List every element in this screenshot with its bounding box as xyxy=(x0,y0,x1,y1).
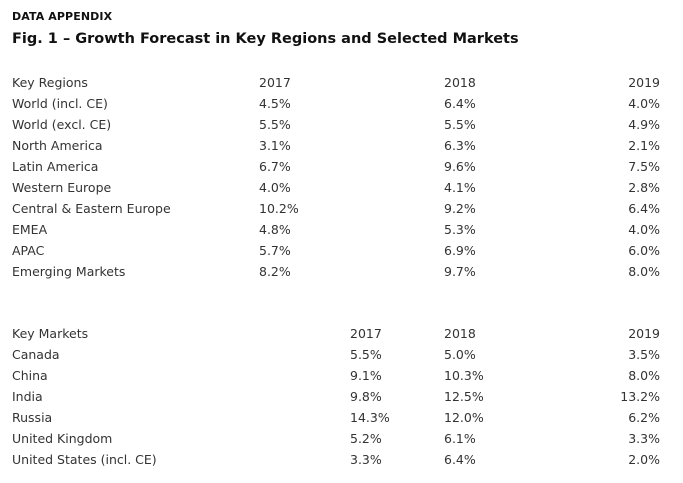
table-row: United States (incl. CE) 3.3% 6.4% 2.0% xyxy=(0,449,683,470)
value-2017: 4.0% xyxy=(259,180,291,195)
column-header-2018: 2018 xyxy=(444,326,476,341)
table-row: North America 3.1% 6.3% 2.1% xyxy=(0,135,683,156)
value-2018: 6.9% xyxy=(444,243,476,258)
market-label: India xyxy=(12,389,43,404)
value-2018: 5.3% xyxy=(444,222,476,237)
table-row: Canada 5.5% 5.0% 3.5% xyxy=(0,344,683,365)
key-markets-table: Key Markets 2017 2018 2019 Canada 5.5% 5… xyxy=(0,323,683,470)
column-header-2017: 2017 xyxy=(350,326,382,341)
region-label: World (incl. CE) xyxy=(12,96,108,111)
table-row: Central & Eastern Europe 10.2% 9.2% 6.4% xyxy=(0,198,683,219)
value-2018: 9.2% xyxy=(444,201,476,216)
value-2019: 2.8% xyxy=(628,180,660,195)
value-2019: 6.4% xyxy=(628,201,660,216)
value-2018: 6.4% xyxy=(444,452,476,467)
value-2017: 9.8% xyxy=(350,389,382,404)
value-2018: 12.0% xyxy=(444,410,484,425)
value-2017: 9.1% xyxy=(350,368,382,383)
value-2017: 5.2% xyxy=(350,431,382,446)
value-2019: 8.0% xyxy=(628,368,660,383)
table-row: India 9.8% 12.5% 13.2% xyxy=(0,386,683,407)
value-2017: 8.2% xyxy=(259,264,291,279)
table-row: APAC 5.7% 6.9% 6.0% xyxy=(0,240,683,261)
table-row: World (incl. CE) 4.5% 6.4% 4.0% xyxy=(0,93,683,114)
value-2017: 6.7% xyxy=(259,159,291,174)
value-2017: 4.5% xyxy=(259,96,291,111)
value-2019: 7.5% xyxy=(628,159,660,174)
value-2017: 3.3% xyxy=(350,452,382,467)
value-2018: 5.0% xyxy=(444,347,476,362)
value-2017: 4.8% xyxy=(259,222,291,237)
table-row: World (excl. CE) 5.5% 5.5% 4.9% xyxy=(0,114,683,135)
region-label: APAC xyxy=(12,243,45,258)
value-2017: 5.5% xyxy=(350,347,382,362)
market-label: China xyxy=(12,368,48,383)
table-row: EMEA 4.8% 5.3% 4.0% xyxy=(0,219,683,240)
data-appendix-label: DATA APPENDIX xyxy=(12,10,113,23)
value-2018: 4.1% xyxy=(444,180,476,195)
value-2018: 9.6% xyxy=(444,159,476,174)
value-2019: 3.3% xyxy=(628,431,660,446)
region-label: North America xyxy=(12,138,103,153)
value-2017: 10.2% xyxy=(259,201,299,216)
region-label: Central & Eastern Europe xyxy=(12,201,171,216)
value-2018: 6.1% xyxy=(444,431,476,446)
region-label: Western Europe xyxy=(12,180,112,195)
region-label: Latin America xyxy=(12,159,99,174)
table-header-row: Key Regions 2017 2018 2019 xyxy=(0,72,683,93)
value-2017: 14.3% xyxy=(350,410,390,425)
value-2018: 5.5% xyxy=(444,117,476,132)
market-label: United States (incl. CE) xyxy=(12,452,157,467)
market-label: Canada xyxy=(12,347,60,362)
column-header-2019: 2019 xyxy=(628,326,660,341)
table-row: Western Europe 4.0% 4.1% 2.8% xyxy=(0,177,683,198)
table-row: United Kingdom 5.2% 6.1% 3.3% xyxy=(0,428,683,449)
value-2017: 3.1% xyxy=(259,138,291,153)
value-2018: 10.3% xyxy=(444,368,484,383)
market-label: United Kingdom xyxy=(12,431,113,446)
value-2019: 13.2% xyxy=(620,389,660,404)
value-2019: 4.0% xyxy=(628,96,660,111)
table-header-row: Key Markets 2017 2018 2019 xyxy=(0,323,683,344)
table-row: China 9.1% 10.3% 8.0% xyxy=(0,365,683,386)
value-2018: 6.4% xyxy=(444,96,476,111)
column-header-2017: 2017 xyxy=(259,75,291,90)
value-2019: 2.0% xyxy=(628,452,660,467)
value-2019: 8.0% xyxy=(628,264,660,279)
column-header-key-regions: Key Regions xyxy=(12,75,88,90)
value-2019: 6.2% xyxy=(628,410,660,425)
value-2019: 4.0% xyxy=(628,222,660,237)
value-2017: 5.7% xyxy=(259,243,291,258)
value-2019: 2.1% xyxy=(628,138,660,153)
market-label: Russia xyxy=(12,410,53,425)
table-row: Emerging Markets 8.2% 9.7% 8.0% xyxy=(0,261,683,282)
value-2017: 5.5% xyxy=(259,117,291,132)
value-2019: 3.5% xyxy=(628,347,660,362)
value-2018: 9.7% xyxy=(444,264,476,279)
key-regions-table: Key Regions 2017 2018 2019 World (incl. … xyxy=(0,72,683,282)
region-label: EMEA xyxy=(12,222,48,237)
table-row: Russia 14.3% 12.0% 6.2% xyxy=(0,407,683,428)
column-header-2018: 2018 xyxy=(444,75,476,90)
value-2019: 4.9% xyxy=(628,117,660,132)
column-header-2019: 2019 xyxy=(628,75,660,90)
page-title: Fig. 1 – Growth Forecast in Key Regions … xyxy=(12,31,519,47)
region-label: Emerging Markets xyxy=(12,264,126,279)
value-2018: 12.5% xyxy=(444,389,484,404)
value-2019: 6.0% xyxy=(628,243,660,258)
region-label: World (excl. CE) xyxy=(12,117,112,132)
value-2018: 6.3% xyxy=(444,138,476,153)
table-row: Latin America 6.7% 9.6% 7.5% xyxy=(0,156,683,177)
column-header-key-markets: Key Markets xyxy=(12,326,89,341)
